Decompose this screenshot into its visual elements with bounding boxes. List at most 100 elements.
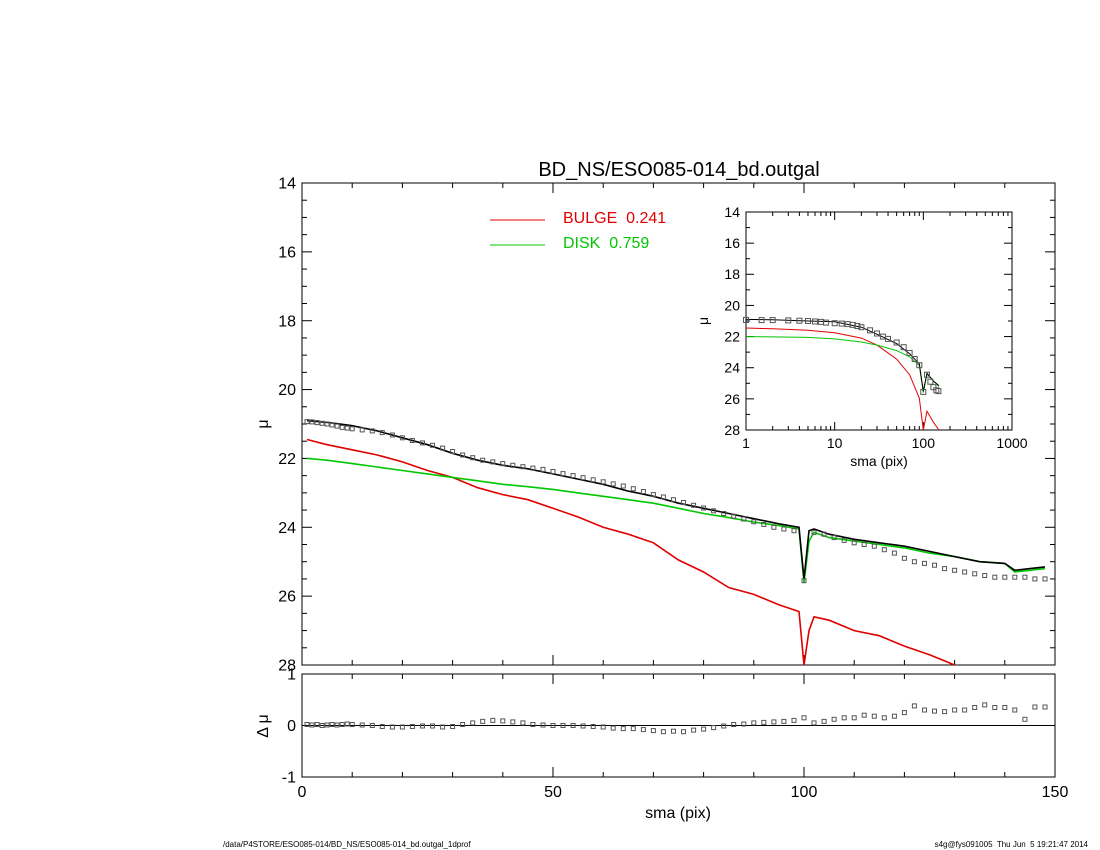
data-point xyxy=(751,519,757,525)
data-point xyxy=(570,723,576,728)
data-point xyxy=(823,319,830,326)
data-point xyxy=(874,330,880,337)
data-point xyxy=(785,317,792,324)
data-point xyxy=(450,724,456,729)
data-point xyxy=(560,471,566,477)
data-point xyxy=(440,724,446,730)
data-point xyxy=(309,722,315,728)
data-point xyxy=(900,344,907,351)
data-point xyxy=(952,567,958,573)
data-point xyxy=(841,715,847,721)
data-point xyxy=(811,529,817,535)
data-point xyxy=(470,455,476,461)
y-axis-label: μ xyxy=(255,419,272,428)
data-point xyxy=(972,571,978,577)
data-point xyxy=(805,318,811,324)
bulge-line xyxy=(306,438,955,666)
x-tick-label: 10 xyxy=(827,435,843,451)
data-point xyxy=(620,483,626,489)
data-point xyxy=(550,469,556,474)
data-point xyxy=(761,719,767,725)
data-point xyxy=(771,524,777,530)
data-point xyxy=(922,560,927,566)
data-point xyxy=(911,356,918,362)
legend-bulge-label: BULGE 0.241 xyxy=(563,210,666,227)
data-point xyxy=(314,420,320,426)
data-point xyxy=(460,722,466,727)
data-point xyxy=(721,511,727,516)
data-point xyxy=(771,719,777,725)
data-point xyxy=(420,723,425,729)
data-point xyxy=(911,703,917,709)
disk-line xyxy=(745,336,940,393)
data-point xyxy=(520,720,526,726)
disk-line xyxy=(306,457,1046,583)
data-point xyxy=(791,717,797,723)
data-point xyxy=(867,327,873,334)
data-point xyxy=(751,720,757,726)
y-tick-label: 22 xyxy=(278,451,296,468)
data-point xyxy=(731,513,737,519)
data-point xyxy=(1022,574,1028,580)
data-point xyxy=(590,477,596,483)
y-tick-label: 0 xyxy=(287,718,296,735)
data-point xyxy=(781,526,787,532)
data-point xyxy=(540,466,546,472)
data-point xyxy=(851,540,857,546)
x-tick-label: 100 xyxy=(912,435,936,451)
data-point xyxy=(530,722,536,727)
data-point xyxy=(992,705,998,710)
data-point xyxy=(560,723,566,728)
data-point xyxy=(911,559,917,565)
data-point xyxy=(379,724,385,729)
data-point xyxy=(781,718,787,724)
data-point xyxy=(681,729,686,735)
data-point xyxy=(962,569,968,575)
data-point xyxy=(329,722,335,727)
data-point xyxy=(359,427,365,433)
data-point xyxy=(811,720,817,726)
data-point xyxy=(932,708,937,714)
data-point xyxy=(982,573,988,578)
log-inset-panel: 1 10 100 1000 14 16 18 20 22 24 26 28 sma (pix) μ xyxy=(695,204,1028,469)
data-point xyxy=(741,516,747,522)
data-point xyxy=(450,449,456,454)
data-point xyxy=(399,435,405,441)
y-tick-label: 26 xyxy=(278,589,296,606)
data-point xyxy=(500,461,506,467)
data-point xyxy=(801,715,807,721)
data-point xyxy=(510,462,516,468)
y-tick-label: 1 xyxy=(287,667,296,684)
x-tick-label: 0 xyxy=(298,784,307,801)
data-point xyxy=(324,421,330,427)
data-point xyxy=(831,535,837,541)
y-tick-label: 18 xyxy=(724,266,740,282)
data-point xyxy=(916,362,923,369)
data-point xyxy=(906,349,913,356)
model-line xyxy=(745,318,940,392)
data-point xyxy=(711,508,717,514)
data-point xyxy=(812,318,818,325)
data-point xyxy=(1042,704,1048,710)
x-tick-label: 1000 xyxy=(996,435,1027,451)
y-tick-label: 24 xyxy=(724,360,740,376)
data-point xyxy=(881,547,887,553)
data-point xyxy=(992,574,998,580)
data-point xyxy=(681,500,686,505)
data-point xyxy=(304,722,310,727)
data-point xyxy=(671,497,676,503)
chart-title: BD_NS/ESO085-014_bd.outgal xyxy=(538,159,819,181)
footer-file-path: /data/P4STORE/ESO085-014/BD_NS/ESO085-01… xyxy=(223,840,471,849)
data-point xyxy=(1042,576,1048,582)
data-point xyxy=(1002,574,1008,580)
plot-frame xyxy=(301,182,1056,666)
data-point xyxy=(309,419,315,425)
data-point xyxy=(389,432,395,438)
data-point xyxy=(530,465,536,471)
data-point xyxy=(920,388,927,395)
data-point xyxy=(580,723,586,729)
data-point xyxy=(871,713,877,719)
data-point xyxy=(349,722,355,727)
data-point xyxy=(924,371,930,378)
